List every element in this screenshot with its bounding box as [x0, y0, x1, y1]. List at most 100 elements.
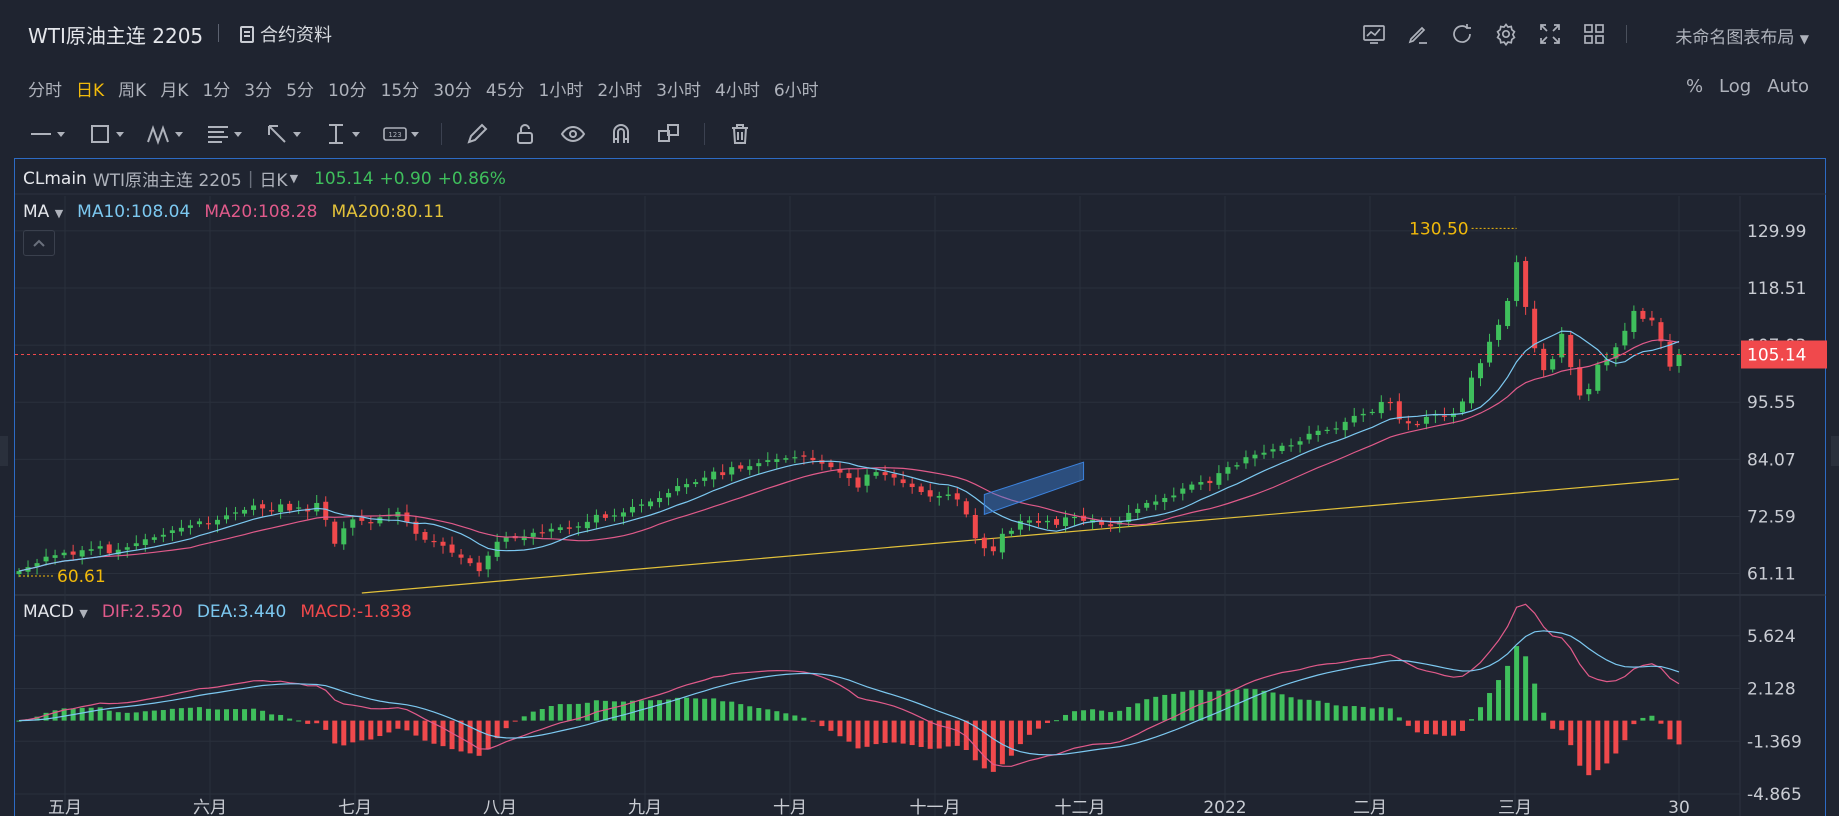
refresh-icon[interactable] [1450, 22, 1474, 46]
period-0[interactable]: 分时 [28, 81, 62, 101]
window-title[interactable]: WTI原油主连 2205 [28, 24, 204, 48]
macd-histogram-bar [1559, 720, 1565, 731]
left-panel-toggle[interactable] [0, 436, 8, 466]
period-6[interactable]: 5分 [286, 81, 314, 101]
candle-body [963, 501, 969, 515]
candle-body [954, 493, 960, 500]
macd-indicator-label[interactable]: MACD ▼ [23, 602, 88, 622]
period-14[interactable]: 4小时 [715, 81, 760, 101]
candle-body [485, 555, 491, 570]
indicator-icon[interactable] [1362, 22, 1386, 46]
macd-histogram-bar [1649, 715, 1655, 721]
contract-info-label: 合约资料 [260, 25, 332, 46]
candle-body [801, 455, 807, 457]
period-12[interactable]: 2小时 [597, 81, 643, 101]
auto-scale-button[interactable]: Auto [1767, 76, 1809, 97]
macd-histogram-bar [269, 714, 275, 721]
macd-histogram-bar [1017, 720, 1023, 745]
toolbar-divider [441, 123, 442, 145]
rect-tool[interactable] [87, 121, 124, 147]
grid-layout-icon[interactable] [1582, 22, 1606, 46]
macd-histogram-bar [990, 720, 996, 772]
ma20-line [18, 339, 1680, 572]
visibility-tool[interactable] [560, 121, 586, 147]
candle-body [684, 484, 690, 488]
macd-histogram-bar [756, 708, 762, 721]
percent-scale-button[interactable]: % [1685, 76, 1704, 97]
period-11[interactable]: 1小时 [538, 81, 584, 101]
period-4[interactable]: 1分 [202, 81, 231, 101]
period-9[interactable]: 30分 [433, 81, 472, 101]
right-panel-toggle[interactable] [1831, 436, 1839, 466]
candle-body [828, 462, 834, 468]
candle-body [738, 465, 744, 469]
ma20-value: MA20:108.28 [204, 202, 318, 222]
candle-body [1613, 347, 1619, 359]
pattern-tool[interactable] [146, 121, 183, 147]
macd-tick-label: -1.369 [1747, 732, 1802, 752]
macd-histogram-bar [1595, 720, 1601, 771]
candle-body [1153, 501, 1159, 505]
macd-histogram-bar [169, 708, 175, 721]
ma-indicator-label[interactable]: MA ▼ [23, 202, 63, 222]
macd-histogram-bar [133, 712, 139, 721]
macd-histogram-bar [566, 704, 572, 721]
contract-info-button[interactable]: 合约资料 [240, 21, 332, 47]
candle-body [1189, 484, 1195, 490]
candle-body [1405, 421, 1411, 424]
candle-body [440, 541, 446, 546]
macd-histogram-bar [1324, 702, 1330, 721]
layout-dropdown[interactable]: 未命名图表布局 ▼ [1675, 23, 1809, 48]
candle-body [341, 528, 347, 545]
log-scale-button[interactable]: Log [1719, 76, 1752, 97]
arrow-tool[interactable] [264, 121, 301, 147]
period-7[interactable]: 10分 [327, 81, 367, 101]
macd-histogram-bar [1505, 665, 1511, 721]
fullscreen-icon[interactable] [1538, 22, 1562, 46]
text-tool[interactable]: 123 [382, 121, 419, 147]
macd-histogram-bar [1496, 680, 1502, 721]
macd-histogram-bar [1099, 710, 1105, 721]
macd-histogram-bar [341, 720, 347, 746]
interval-label[interactable]: 日K [259, 171, 288, 191]
candle-body [1072, 516, 1078, 519]
fib-tool[interactable] [205, 121, 242, 147]
macd-histogram-bar [1450, 720, 1456, 736]
collapse-legend-button[interactable] [23, 230, 55, 256]
layout-label: 未命名图表布局 [1675, 28, 1795, 48]
period-13[interactable]: 3小时 [656, 81, 701, 101]
period-1[interactable]: 日K [76, 81, 105, 101]
macd-histogram-bar [1054, 720, 1059, 722]
macd-histogram-bar [1243, 688, 1249, 721]
period-8[interactable]: 15分 [380, 81, 420, 101]
chevron-down-icon[interactable]: ▼ [289, 172, 299, 185]
macd-histogram-bar [422, 720, 428, 741]
period-15[interactable]: 6小时 [773, 81, 819, 101]
period-5[interactable]: 3分 [244, 81, 273, 101]
candle-body [1523, 260, 1529, 307]
line-tool-icon [31, 133, 51, 135]
period-2[interactable]: 周K [118, 81, 147, 101]
candle-body [287, 503, 293, 511]
magnet-tool[interactable] [608, 121, 634, 147]
macd-histogram-bar [503, 720, 509, 729]
macd-histogram-bar [512, 720, 518, 722]
macd-histogram-bar [738, 704, 744, 721]
macd-histogram-bar [1261, 690, 1267, 721]
draw-edit-icon[interactable] [1406, 22, 1430, 46]
macd-histogram-bar [648, 700, 654, 721]
measure-tool[interactable] [323, 121, 360, 147]
macd-histogram-bar [79, 707, 85, 721]
delete-tool[interactable] [727, 121, 753, 147]
lock-tool[interactable] [512, 121, 538, 147]
period-3[interactable]: 月K [160, 81, 189, 101]
gear-icon[interactable] [1494, 22, 1518, 46]
macd-histogram-bar [242, 709, 248, 721]
brush-tool[interactable] [464, 121, 490, 147]
rect-tool-icon [91, 125, 109, 143]
period-10[interactable]: 45分 [485, 81, 525, 101]
macd-histogram-bar [494, 720, 500, 739]
clone-tool[interactable] [656, 121, 682, 147]
line-tool[interactable] [28, 121, 65, 147]
